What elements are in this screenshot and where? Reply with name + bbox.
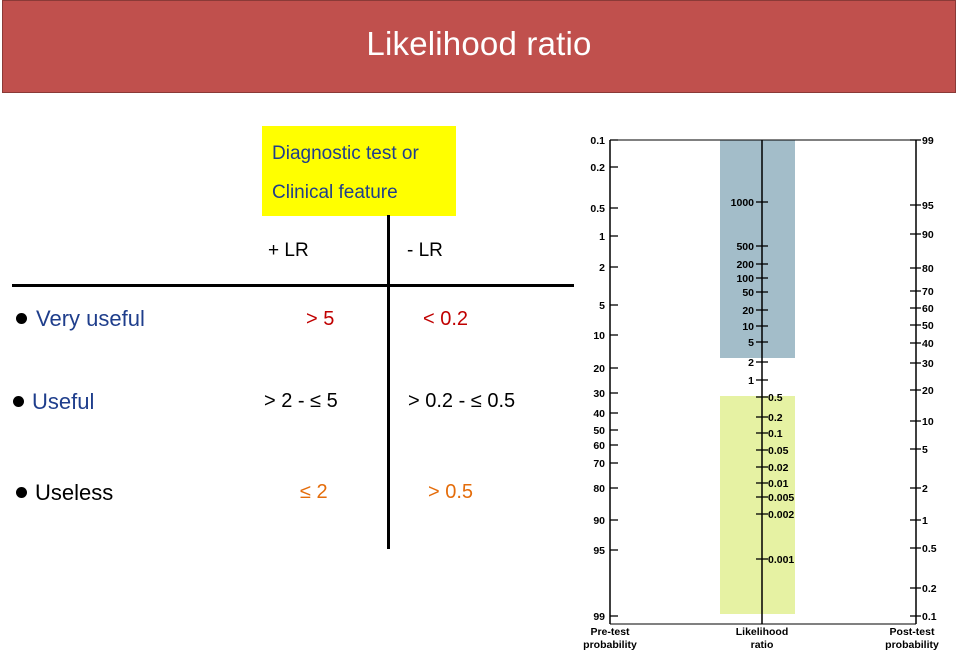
pretest-label-0p5: 0.5	[590, 203, 605, 215]
lr-label-0p02: 0.02	[768, 462, 789, 474]
useful-plus-lr: > 2 - ≤ 5	[264, 390, 338, 412]
posttest-label-20: 20	[922, 385, 934, 397]
diagnostic-test-box: Diagnostic test or Clinical feature	[262, 126, 456, 216]
pretest-label-60: 60	[593, 440, 605, 452]
pretest-label-50: 50	[593, 425, 605, 437]
lr-label-0p5: 0.5	[768, 392, 783, 404]
useful-minus-lr: > 0.2 - ≤ 0.5	[408, 390, 516, 412]
lr-high-band	[720, 140, 795, 358]
fagan-nomogram: 0.1 0.2 0.5 1 2 5 10 20 30 40 50 60 70 80 90 95 99 1000 5…	[583, 135, 939, 651]
pretest-label-2: 2	[599, 262, 605, 274]
lr-axis-label-1: Likelihood	[736, 626, 789, 638]
lr-label-0p001: 0.001	[768, 554, 794, 566]
posttest-label-50: 50	[922, 320, 934, 332]
pretest-label-90: 90	[593, 515, 605, 527]
pretest-label-40: 40	[593, 408, 605, 420]
lr-axis-label-2: ratio	[751, 639, 774, 651]
row-label-useless: Useless	[35, 480, 114, 505]
posttest-label-0p2: 0.2	[922, 583, 937, 595]
lr-label-1: 1	[748, 375, 754, 387]
pretest-label-0p1: 0.1	[590, 135, 605, 147]
posttest-label-90: 90	[922, 229, 934, 241]
pretest-label-95: 95	[593, 545, 605, 557]
header-negative-lr: - LR	[407, 240, 443, 261]
posttest-label-1: 1	[922, 515, 928, 527]
table-vertical-divider	[387, 215, 390, 549]
pretest-label-20: 20	[593, 363, 605, 375]
lr-label-0p2: 0.2	[768, 412, 783, 424]
lr-label-0p05: 0.05	[768, 445, 789, 457]
diagnostic-test-line1: Diagnostic test or	[272, 143, 419, 164]
lr-label-0p1: 0.1	[768, 428, 783, 440]
header-positive-lr: + LR	[268, 240, 309, 261]
pretest-axis-label-2: probability	[583, 639, 637, 651]
lr-label-5: 5	[748, 337, 754, 349]
posttest-label-2: 2	[922, 483, 928, 495]
pretest-label-70: 70	[593, 458, 605, 470]
table-horizontal-divider	[12, 284, 574, 287]
useless-minus-lr: > 0.5	[428, 481, 474, 503]
lr-label-1000: 1000	[731, 197, 755, 209]
pretest-label-10: 10	[593, 330, 605, 342]
posttest-label-5: 5	[922, 444, 928, 456]
posttest-label-0p5: 0.5	[922, 543, 937, 555]
bullet-useless	[16, 487, 27, 498]
pretest-label-1: 1	[599, 231, 605, 243]
lr-label-20: 20	[742, 305, 754, 317]
pretest-label-80: 80	[593, 483, 605, 495]
posttest-label-60: 60	[922, 303, 934, 315]
lr-label-500: 500	[736, 241, 754, 253]
lr-label-50: 50	[742, 287, 754, 299]
bullet-useful	[13, 396, 24, 407]
posttest-label-99: 99	[922, 135, 934, 147]
pretest-axis-label-1: Pre-test	[590, 626, 630, 638]
very-useful-minus-lr: < 0.2	[423, 308, 469, 330]
lr-low-band	[720, 396, 795, 614]
pretest-label-5: 5	[599, 300, 605, 312]
posttest-label-95: 95	[922, 200, 934, 212]
posttest-axis-label-1: Post-test	[890, 626, 935, 638]
lr-label-0p005: 0.005	[768, 492, 794, 504]
posttest-label-10: 10	[922, 416, 934, 428]
posttest-label-30: 30	[922, 358, 934, 370]
bullet-very-useful	[16, 313, 27, 324]
useless-plus-lr: ≤ 2	[300, 481, 328, 503]
posttest-label-80: 80	[922, 263, 934, 275]
lr-label-0p01: 0.01	[768, 478, 789, 490]
very-useful-plus-lr: > 5	[306, 308, 335, 330]
pretest-label-30: 30	[593, 388, 605, 400]
lr-label-0p002: 0.002	[768, 509, 794, 521]
pretest-label-0p2: 0.2	[590, 162, 605, 174]
lr-label-10: 10	[742, 321, 754, 333]
lr-label-100: 100	[736, 273, 754, 285]
pretest-label-99: 99	[593, 611, 605, 623]
posttest-label-0p1: 0.1	[922, 611, 937, 623]
title-banner: Likelihood ratio	[2, 0, 956, 93]
posttest-label-40: 40	[922, 338, 934, 350]
lr-label-200: 200	[736, 259, 754, 271]
diagnostic-test-line2: Clinical feature	[272, 182, 398, 203]
lr-label-2: 2	[748, 357, 754, 369]
slide-title: Likelihood ratio	[366, 24, 592, 62]
row-label-very-useful: Very useful	[36, 306, 145, 331]
row-label-useful: Useful	[32, 389, 95, 414]
posttest-label-70: 70	[922, 286, 934, 298]
posttest-axis-label-2: probability	[885, 639, 939, 651]
